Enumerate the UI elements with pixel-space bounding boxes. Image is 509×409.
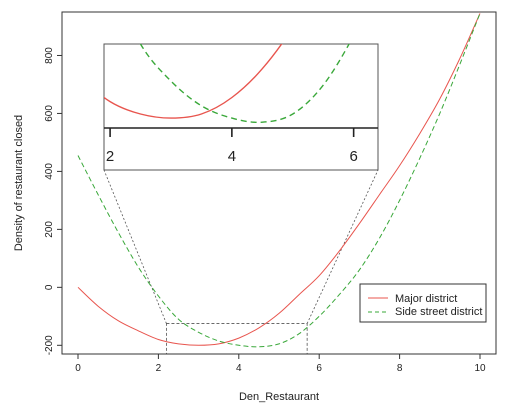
series-line-major-district bbox=[77, 13, 481, 346]
x-tick-label: 0 bbox=[75, 363, 81, 374]
main-curves bbox=[77, 13, 481, 348]
y-axis: -200 0 200 400 600 800 bbox=[44, 47, 63, 355]
series-line-side-street-district bbox=[77, 13, 481, 348]
x-tick-label: 6 bbox=[316, 363, 322, 374]
x-tick-label: 8 bbox=[397, 363, 403, 374]
x-axis-label: Den_Restaurant bbox=[239, 391, 319, 403]
x-axis: 0 2 4 6 8 10 bbox=[75, 353, 486, 374]
y-axis-label: Density of restaurant closed bbox=[13, 115, 25, 251]
legend-label-side-street-district: Side street district bbox=[395, 306, 482, 318]
legend: Major district Side street district bbox=[359, 283, 487, 323]
x-tick-label: 10 bbox=[474, 363, 486, 374]
y-tick-label: 800 bbox=[44, 47, 55, 64]
x-tick-label: 4 bbox=[236, 363, 242, 374]
y-ticks: -200 0 200 400 600 800 bbox=[44, 47, 62, 355]
zoom-guide-left bbox=[103, 169, 167, 324]
zoom-guide-lines bbox=[103, 169, 379, 324]
y-tick-label: 600 bbox=[44, 105, 55, 122]
y-tick-label: 200 bbox=[44, 221, 55, 238]
inset-x-ticks: 2 4 6 bbox=[106, 128, 358, 165]
inset: 2 4 6 bbox=[103, 43, 379, 171]
legend-box bbox=[359, 283, 487, 323]
inset-x-tick-label: 4 bbox=[228, 148, 236, 165]
y-tick-label: 400 bbox=[44, 163, 55, 180]
y-tick-label: 0 bbox=[44, 284, 55, 290]
y-tick-label: -200 bbox=[44, 335, 55, 355]
legend-label-major-district: Major district bbox=[395, 293, 457, 305]
x-tick-label: 2 bbox=[156, 363, 162, 374]
inset-x-tick-label: 2 bbox=[106, 148, 114, 165]
inset-x-tick-label: 6 bbox=[349, 148, 357, 165]
inset-frame bbox=[103, 43, 379, 171]
x-ticks: 0 2 4 6 8 10 bbox=[75, 354, 486, 374]
